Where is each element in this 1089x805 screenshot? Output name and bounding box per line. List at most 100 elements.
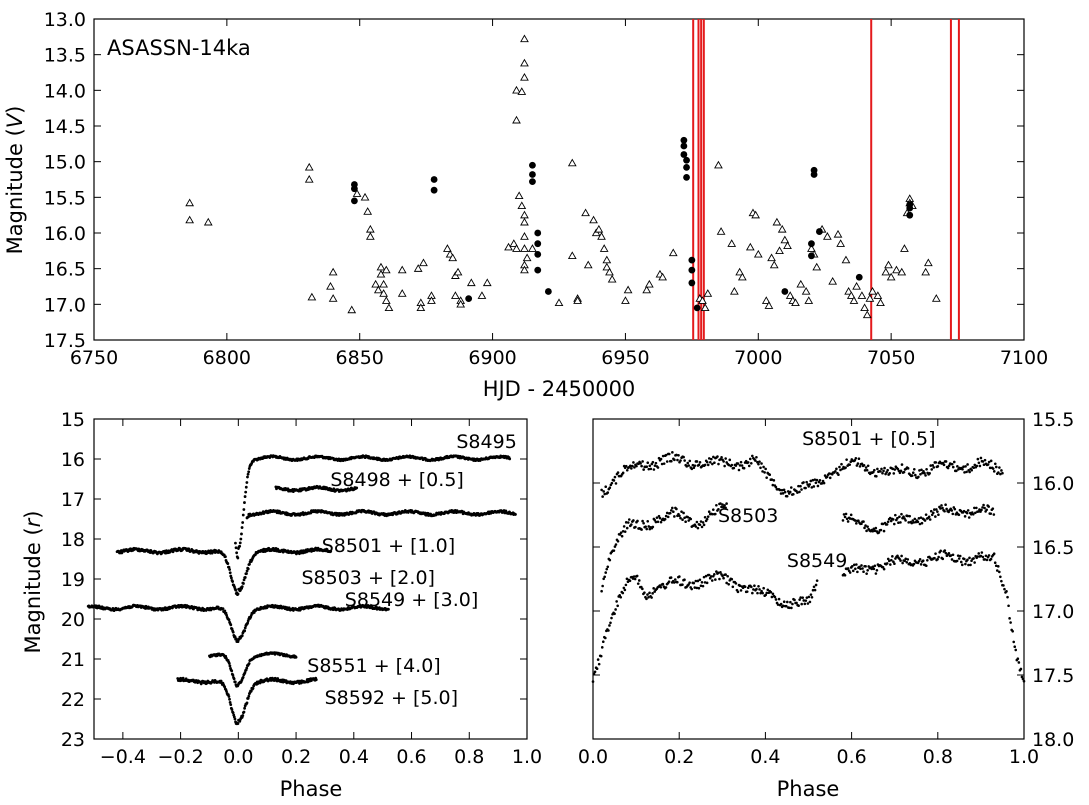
phase-point — [661, 582, 665, 586]
phase-point — [697, 586, 701, 590]
phase-point — [873, 564, 877, 568]
phase-point — [756, 460, 759, 464]
upper-limit-triangle — [397, 289, 407, 297]
phase-point — [776, 603, 780, 606]
phase-point — [723, 504, 726, 507]
y-tick-label: 15.5 — [1032, 409, 1074, 431]
phase-point — [955, 559, 959, 563]
phase-point — [236, 592, 240, 596]
detection-point — [683, 163, 690, 171]
phase-point — [692, 466, 696, 470]
phase-point — [797, 604, 800, 608]
phase-point — [830, 472, 834, 476]
phase-point — [952, 460, 956, 464]
x-tick-label: 0.4 — [339, 746, 369, 768]
phase-point — [619, 531, 623, 534]
phase-point — [622, 525, 626, 528]
phase-point — [247, 467, 251, 470]
phase-point — [932, 466, 936, 469]
phase-point — [906, 467, 910, 470]
phase-point — [804, 599, 808, 602]
phase-point — [815, 478, 819, 482]
upper-limit-triangle — [849, 296, 859, 304]
phase-point — [698, 523, 702, 527]
phase-point — [865, 468, 869, 472]
phase-point — [698, 578, 702, 582]
phase-point — [828, 476, 832, 480]
phase-point — [231, 630, 235, 634]
phase-point — [987, 505, 990, 508]
phase-point — [796, 491, 799, 494]
phase-point — [809, 593, 813, 596]
phase-point — [233, 680, 237, 684]
phase-point — [664, 514, 668, 518]
phase-point — [906, 514, 909, 518]
phase-point — [226, 562, 230, 565]
phase-point — [600, 589, 603, 593]
upper-limit-triangle — [427, 296, 436, 304]
phase-point — [920, 468, 923, 472]
phase-point — [870, 567, 874, 571]
phase-point — [242, 578, 246, 582]
phase-point — [632, 461, 635, 464]
phase-point — [654, 461, 658, 465]
phase-point — [636, 582, 640, 585]
phase-point — [243, 626, 247, 630]
phase-point — [682, 511, 685, 515]
phase-point — [625, 526, 629, 530]
phase-point — [243, 501, 246, 504]
phase-point — [963, 515, 967, 518]
phase-point — [916, 520, 920, 524]
phase-point — [924, 564, 928, 568]
phase-point — [628, 579, 632, 583]
phase-point — [240, 532, 243, 536]
phase-point — [635, 464, 638, 468]
phase-point — [922, 469, 925, 473]
phase-point — [885, 523, 889, 526]
phase-point — [816, 484, 820, 488]
phase-point — [939, 507, 942, 510]
upper-limit-triangle — [780, 235, 790, 244]
upper-limit-triangle — [453, 267, 463, 276]
detection-point — [816, 228, 823, 235]
upper-limit-triangle — [381, 296, 391, 304]
phase-point — [994, 465, 998, 469]
phase-point — [986, 463, 990, 466]
phase-point — [753, 584, 756, 588]
phase-point — [866, 525, 869, 528]
phase-point — [233, 717, 237, 721]
phase-point — [663, 517, 667, 521]
detection-point — [688, 266, 696, 274]
phase-point — [843, 574, 847, 577]
upper-limit-triangle — [482, 278, 492, 287]
upper-limit-triangle — [804, 296, 814, 304]
phase-point — [972, 512, 975, 516]
phase-point — [636, 519, 639, 523]
phase-point — [784, 604, 788, 608]
phase-point — [985, 558, 989, 562]
phase-point — [873, 468, 876, 472]
phase-point — [682, 455, 685, 459]
phase-point — [919, 472, 922, 476]
upper-limit-triangle — [923, 258, 933, 267]
phase-point — [703, 515, 707, 519]
y-tick-label: 16.5 — [1032, 537, 1074, 559]
phase-point — [248, 562, 251, 566]
phase-point — [900, 512, 903, 516]
phase-point — [886, 557, 890, 561]
upper-limit-triangle — [698, 296, 707, 304]
phase-point — [891, 518, 895, 521]
phase-point — [924, 513, 928, 516]
top-plot-frame — [93, 18, 1025, 341]
phase-point — [987, 554, 991, 557]
phase-point — [649, 467, 653, 471]
phase-point — [732, 466, 736, 470]
phase-point — [786, 600, 789, 604]
upper-limit-triangle — [900, 244, 909, 252]
phase-point — [251, 686, 255, 690]
phase-point — [711, 462, 714, 466]
phase-point — [646, 593, 649, 596]
phase-point — [671, 506, 674, 510]
phase-point — [888, 563, 892, 566]
phase-point — [683, 459, 686, 462]
